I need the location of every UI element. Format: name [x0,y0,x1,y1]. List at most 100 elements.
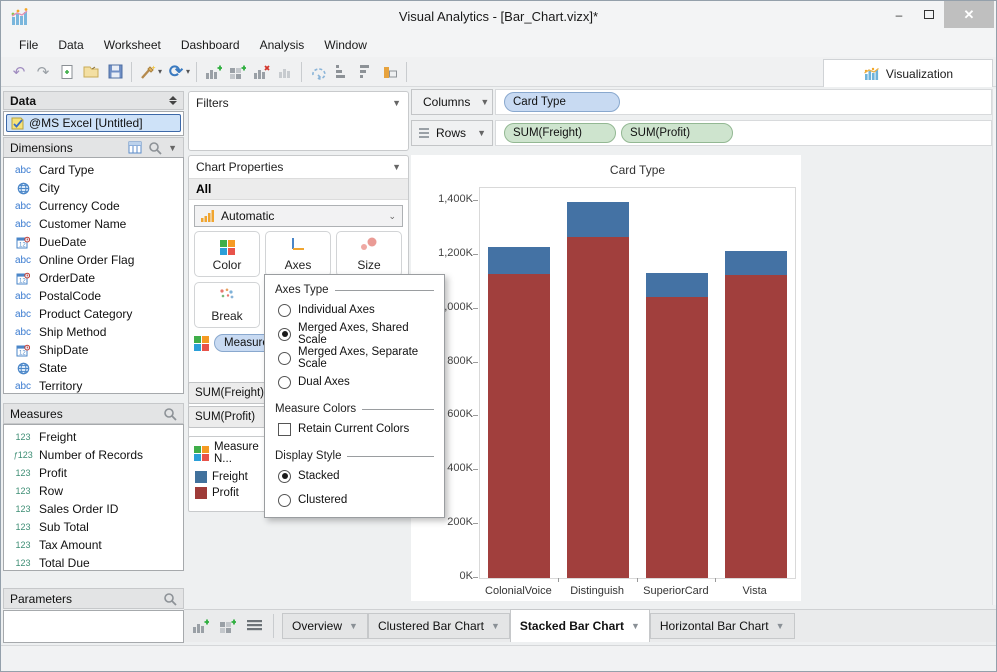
dimension-item[interactable]: State [4,359,183,377]
add-worksheet-button[interactable] [201,60,225,84]
dimension-item[interactable]: abc Territory [4,377,183,393]
vertical-scrollbar[interactable] [992,89,996,605]
chart-type-select[interactable]: Automatic ⌄ [194,205,403,227]
connect-wizard-dropdown-icon[interactable]: ▾ [158,67,163,76]
bar-segment-profit[interactable] [724,275,787,578]
measure-pill[interactable]: Measure [214,334,279,352]
legend-header[interactable]: Measure N... [189,437,267,469]
measure-item[interactable]: 123 Tax Amount [4,536,183,554]
measure-item[interactable]: ƒ123 Number of Records [4,446,183,464]
connect-wizard-button[interactable] [136,60,160,84]
save-button[interactable] [103,60,127,84]
undo-button[interactable]: ↶ [12,63,26,81]
open-file-button[interactable] [79,60,103,84]
measure-item[interactable]: 123 Row [4,482,183,500]
dimension-item[interactable]: abc Currency Code [4,197,183,215]
bar-segment-freight[interactable] [645,273,708,297]
dimension-item[interactable]: 12 ShipDate [4,341,183,359]
visualization-tab[interactable]: Visualization [823,59,993,87]
menu-file[interactable]: File [19,38,39,52]
swap-axes-button[interactable] [306,60,330,84]
checkbox-retain-current-colors[interactable]: Retain Current Colors [275,417,434,441]
menu-window[interactable]: Window [324,38,367,52]
close-button[interactable]: ✕ [944,1,994,28]
new-dashboard-button[interactable] [215,614,239,638]
pill-sum-profit-[interactable]: SUM(Profit) [621,123,733,143]
search-icon[interactable] [163,407,177,421]
menu-analysis[interactable]: Analysis [259,38,305,52]
measure-item[interactable]: 123 Sub Total [4,518,183,536]
search-icon[interactable] [163,592,177,606]
measure-item[interactable]: 123 Profit [4,464,183,482]
show-labels-button[interactable] [378,60,402,84]
measure-item[interactable]: 123 Total Due [4,554,183,570]
color-button[interactable]: Color [194,231,260,277]
menu-worksheet[interactable]: Worksheet [103,38,161,52]
menu-data[interactable]: Data [58,38,84,52]
bar-segment-freight[interactable] [567,202,630,237]
menu-dashboard[interactable]: Dashboard [180,38,240,52]
delete-worksheet-button[interactable] [249,60,273,84]
dimension-item[interactable]: abc PostalCode [4,287,183,305]
refresh-button[interactable]: ⟳ [168,61,184,81]
new-worksheet-button[interactable] [188,614,212,638]
radio-merged-axes-shared-scale[interactable]: Merged Axes, Shared Scale [275,322,434,346]
dimension-item[interactable]: 12 DueDate [4,233,183,251]
break-button[interactable]: Break [194,282,260,328]
pill-card-type[interactable]: Card Type [504,92,620,112]
radio-merged-axes-separate-scale[interactable]: Merged Axes, Separate Scale [275,346,434,370]
measure-item[interactable]: 123 Sales Order ID [4,500,183,518]
bar-segment-profit[interactable] [645,297,708,578]
pill-sum-freight-[interactable]: SUM(Freight) [504,123,616,143]
sheet-list-button[interactable] [242,614,266,638]
radio-clustered[interactable]: Clustered [275,488,434,512]
dimension-item[interactable]: abc Online Order Flag [4,251,183,269]
legend-item-freight[interactable]: Freight [189,469,267,485]
bar-segment-profit[interactable] [488,274,551,578]
columns-shelf-button[interactable]: Columns ▼ [411,89,493,115]
search-icon[interactable] [148,141,162,155]
chevron-down-icon[interactable]: ▼ [630,621,640,631]
data-sort-icon[interactable] [169,96,177,105]
dimension-item[interactable]: 12 OrderDate [4,269,183,287]
dimension-item[interactable]: abc Customer Name [4,215,183,233]
radio-dual-axes[interactable]: Dual Axes [275,370,434,394]
radio-individual-axes[interactable]: Individual Axes [275,298,434,322]
new-file-button[interactable] [55,60,79,84]
measure-item[interactable]: 123 Freight [4,428,183,446]
sort-ascending-button[interactable] [330,60,354,84]
chevron-down-icon[interactable]: ▼ [775,621,785,631]
legend-item-profit[interactable]: Profit [189,485,267,501]
rows-shelf-button[interactable]: Rows ▼ [411,120,493,146]
view-data-table-icon[interactable] [128,141,142,154]
dimension-item[interactable]: abc Ship Method [4,323,183,341]
columns-shelf[interactable]: Card Type [495,89,992,115]
radio-stacked[interactable]: Stacked [275,464,434,488]
redo-button[interactable]: ↷ [36,63,50,81]
bar-segment-freight[interactable] [724,251,787,275]
sheet-tab-stacked-bar-chart[interactable]: Stacked Bar Chart ▼ [509,609,650,642]
dimension-item[interactable]: City [4,179,183,197]
chevron-down-icon[interactable]: ▼ [349,621,358,631]
dimension-item[interactable]: abc Product Category [4,305,183,323]
sheet-tab-horizontal-bar-chart[interactable]: Horizontal Bar Chart ▼ [649,613,795,639]
rows-shelf[interactable]: SUM(Freight) SUM(Profit) [495,120,992,146]
chevron-down-icon[interactable]: ▼ [490,621,500,631]
chevron-down-icon[interactable]: ▼ [168,142,177,153]
filters-header[interactable]: Filters ▼ [189,92,408,114]
add-dashboard-button[interactable] [225,60,249,84]
bar-segment-freight[interactable] [488,247,551,274]
chart-properties-header[interactable]: Chart Properties ▼ [189,156,408,178]
maximize-button[interactable] [914,1,944,28]
data-source-item[interactable]: @MS Excel [Untitled] [6,114,181,132]
sheet-tab-overview[interactable]: Overview ▼ [282,613,368,639]
size-button[interactable]: Size [336,231,402,277]
sheet-tab-clustered-bar-chart[interactable]: Clustered Bar Chart ▼ [367,613,510,639]
sort-descending-button[interactable] [354,60,378,84]
shelf-item-sum-profit[interactable]: SUM(Profit) [188,406,268,428]
minimize-button[interactable]: – [895,7,903,22]
shelf-item-sum-freight[interactable]: SUM(Freight) [188,382,268,404]
refresh-dropdown-icon[interactable]: ▾ [186,67,191,76]
axes-button[interactable]: Axes [265,231,331,277]
dimension-item[interactable]: abc Card Type [4,161,183,179]
